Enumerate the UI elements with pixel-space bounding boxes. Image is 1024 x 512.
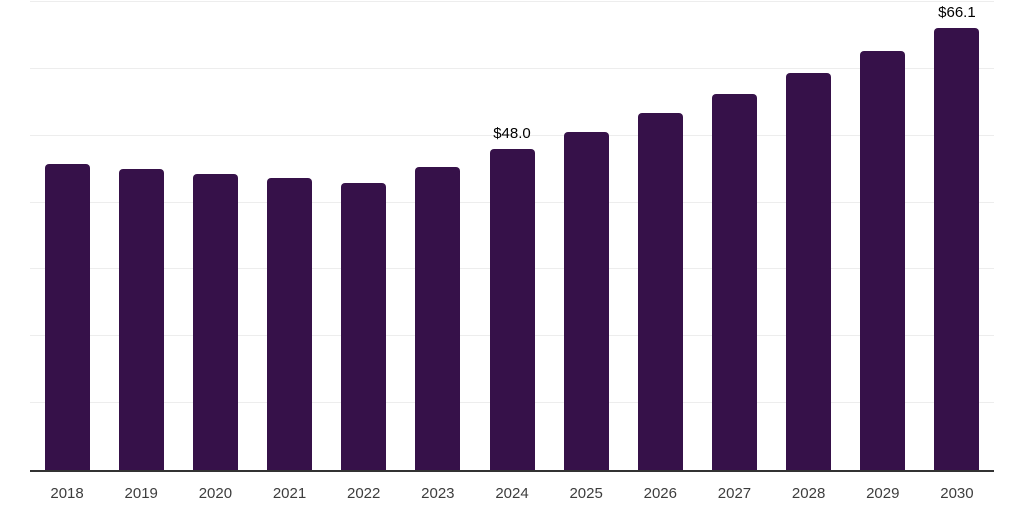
x-axis-label-2027: 2027: [717, 485, 752, 502]
bar-2022: [341, 182, 387, 470]
x-axis-label-2020: 2020: [198, 485, 233, 502]
bar-2028: [786, 72, 832, 470]
bar-2024: [489, 149, 535, 470]
bar-2027: [711, 93, 757, 470]
x-axis-label-2026: 2026: [643, 485, 677, 502]
x-axis-label-2022: 2022: [347, 485, 381, 502]
x-axis-label-2021: 2021: [272, 485, 307, 502]
gridline: [30, 134, 994, 136]
gridline: [30, 67, 994, 69]
bar-2029: [860, 50, 906, 470]
bar-2018: [44, 164, 90, 470]
bar-2023: [415, 167, 461, 470]
plot-area: $48.0 $66.1: [30, 1, 994, 472]
x-axis-label-2023: 2023: [421, 485, 455, 502]
bar-2020: [192, 173, 238, 470]
bar-value-label-2030: $66.1: [938, 4, 976, 22]
bar-2030: [934, 28, 980, 470]
bar-2025: [563, 131, 609, 470]
x-axis-label-2028: 2028: [791, 485, 826, 502]
gridline: [30, 1, 994, 2]
bar-2021: [267, 177, 313, 470]
x-axis-label-2029: 2029: [866, 485, 900, 502]
x-axis-label-2030: 2030: [940, 485, 974, 502]
x-axis-label-2018: 2018: [50, 485, 84, 502]
bar-2026: [637, 112, 683, 470]
bar-2019: [118, 169, 164, 470]
x-axis: 2018 2019 2020 2021 2022 2023 2024 2025 2026 2027…: [30, 482, 994, 506]
x-axis-label-2019: 2019: [124, 485, 158, 502]
bar-value-label-2024: $48.0: [493, 125, 531, 143]
x-axis-label-2025: 2025: [569, 485, 603, 502]
x-axis-label-2024: 2024: [495, 485, 529, 502]
